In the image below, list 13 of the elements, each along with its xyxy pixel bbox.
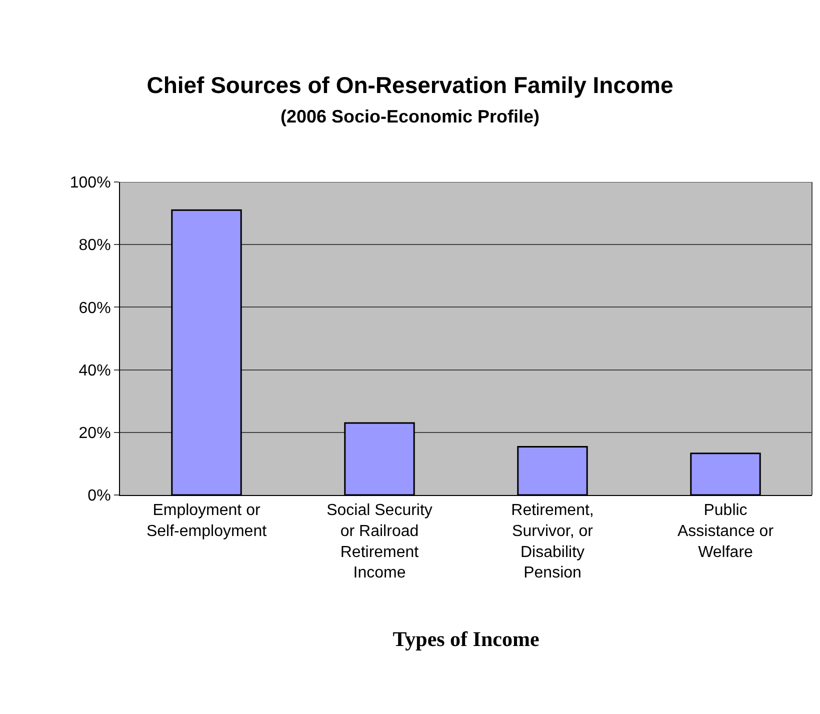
x-tick-label: Employment or Self-employment [146, 502, 268, 540]
x-tick-label: Social Security or Railroad Retirement Income [326, 502, 432, 582]
chart-title: Chief Sources of On-Reservation Family Income [146, 72, 674, 98]
y-tick-label: 0% [88, 488, 111, 505]
chart-subtitle: (2006 Socio-Economic Profile) [280, 106, 540, 127]
y-tick-label: 60% [78, 300, 111, 317]
y-tick-label: 40% [78, 362, 111, 380]
x-tick-label: Public Assistance or Welfare [677, 502, 774, 561]
y-tick-label: 80% [78, 237, 111, 254]
x-axis-title: Types of Income [392, 626, 540, 651]
y-tick-label: 100% [70, 174, 111, 192]
y-tick-label: 20% [78, 425, 111, 442]
x-tick-label: Retirement, Survivor, or Disability Pension [511, 502, 594, 582]
